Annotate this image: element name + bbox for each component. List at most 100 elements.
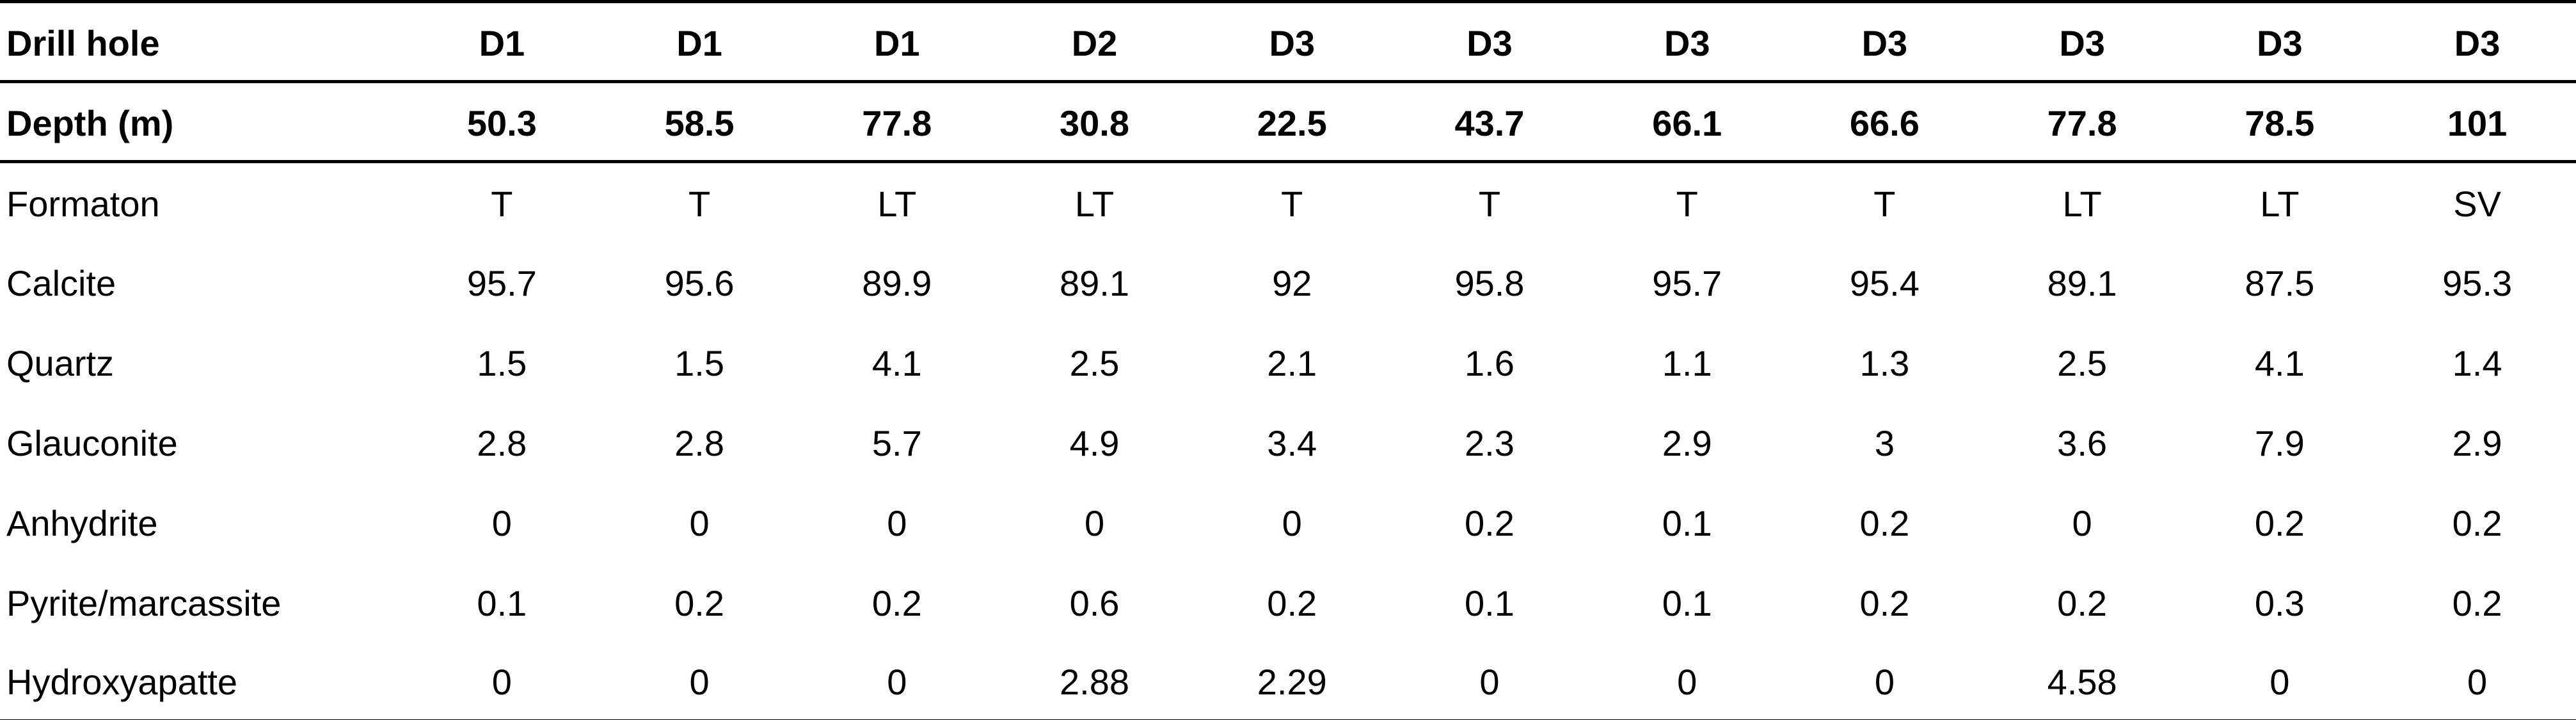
cell: 0.1 bbox=[1465, 583, 1515, 623]
cell: T bbox=[491, 184, 513, 225]
cell: 66.1 bbox=[1588, 81, 1786, 163]
cell: LT bbox=[877, 184, 917, 225]
cell: D1 bbox=[403, 0, 601, 83]
cell: 2.5 bbox=[2057, 343, 2108, 383]
row-label: Drill hole bbox=[0, 0, 403, 83]
cell: 0.2 bbox=[1465, 503, 1515, 543]
cell: D3 bbox=[1786, 0, 1984, 83]
cell: 0.1 bbox=[477, 583, 527, 623]
row-label: Depth (m) bbox=[0, 81, 403, 163]
table-row: Quartz 1.5 1.5 4.1 2.5 2.1 1.6 1.1 1.3 2.5 4.1 1.4 bbox=[0, 322, 2576, 402]
cell: 95.7 bbox=[1652, 263, 1722, 303]
cell: LT bbox=[2260, 184, 2300, 225]
cell: D2 bbox=[996, 0, 1193, 83]
cell: T bbox=[1873, 184, 1896, 225]
cell: 1.5 bbox=[477, 343, 527, 383]
cell: 0.2 bbox=[2452, 503, 2502, 543]
cell: 0 bbox=[403, 641, 601, 720]
cell: 3 bbox=[1874, 423, 1895, 463]
cell: D1 bbox=[600, 0, 799, 83]
cell: 58.5 bbox=[600, 81, 799, 163]
cell: D3 bbox=[1588, 0, 1786, 83]
cell: T bbox=[1281, 184, 1303, 225]
table-row: Drill hole D1 D1 D1 D2 D3 D3 D3 D3 D3 D3 D3 bbox=[0, 0, 2576, 83]
cell: 2.9 bbox=[1662, 423, 1712, 463]
cell: 0.2 bbox=[1267, 583, 1317, 623]
cell: LT bbox=[1074, 184, 1115, 225]
row-label: Calcite bbox=[6, 263, 116, 303]
cell: 0.2 bbox=[674, 583, 724, 623]
cell: 2.8 bbox=[477, 423, 527, 463]
cell: 2.5 bbox=[1069, 343, 1120, 383]
cell: 0 bbox=[2072, 503, 2092, 543]
cell: T bbox=[688, 184, 711, 225]
cell: 0.2 bbox=[2254, 503, 2305, 543]
row-label: Quartz bbox=[6, 343, 115, 383]
cell: 0.2 bbox=[1859, 503, 1910, 543]
cell: 0.6 bbox=[1069, 583, 1120, 623]
cell: 0 bbox=[2181, 641, 2379, 720]
cell: 0 bbox=[1390, 641, 1589, 720]
cell: 43.7 bbox=[1390, 81, 1589, 163]
row-label: Hydroxyapatte bbox=[0, 641, 403, 720]
row-label: Formaton bbox=[6, 184, 160, 225]
row-label: Anhydrite bbox=[6, 503, 158, 543]
cell: 1.1 bbox=[1662, 343, 1712, 383]
cell: 95.8 bbox=[1454, 263, 1525, 303]
cell: 1.5 bbox=[674, 343, 724, 383]
cell: 1.3 bbox=[1859, 343, 1910, 383]
cell: 1.6 bbox=[1465, 343, 1515, 383]
cell: 0 bbox=[491, 503, 512, 543]
cell: 2.9 bbox=[2452, 423, 2502, 463]
cell: 3.6 bbox=[2057, 423, 2108, 463]
cell: 3.4 bbox=[1267, 423, 1317, 463]
cell: 0.1 bbox=[1662, 583, 1712, 623]
cell: 87.5 bbox=[2245, 263, 2315, 303]
table-row: Pyrite/marcassite 0.1 0.2 0.2 0.6 0.2 0.1 0.1 0.… bbox=[0, 562, 2576, 642]
cell: 77.8 bbox=[798, 81, 996, 163]
table-row: Depth (m) 50.3 58.5 77.8 30.8 22.5 43.7 66.1 66.… bbox=[0, 81, 2576, 163]
cell: 0 bbox=[887, 503, 907, 543]
cell: 7.9 bbox=[2254, 423, 2305, 463]
cell: 0 bbox=[1588, 641, 1786, 720]
cell: 0.2 bbox=[871, 583, 922, 623]
cell: 5.7 bbox=[871, 423, 922, 463]
cell: 2.3 bbox=[1465, 423, 1515, 463]
row-label: Pyrite/marcassite bbox=[6, 583, 282, 623]
cell: 0.3 bbox=[2254, 583, 2305, 623]
cell: 0.2 bbox=[1859, 583, 1910, 623]
cell: 0 bbox=[600, 641, 799, 720]
cell: 0 bbox=[1282, 503, 1302, 543]
table-row: Anhydrite 0 0 0 0 0 0.2 0.1 0.2 0 0.2 0.2 bbox=[0, 482, 2576, 562]
cell: 4.1 bbox=[871, 343, 922, 383]
table-row: Formaton T T LT LT T T T T LT LT SV bbox=[0, 162, 2576, 242]
cell: 66.6 bbox=[1786, 81, 1984, 163]
cell: 1.4 bbox=[2452, 343, 2502, 383]
table-row: Calcite 95.7 95.6 89.9 89.1 92 95.8 95.7 95.4 89.… bbox=[0, 242, 2576, 322]
cell: 95.6 bbox=[664, 263, 735, 303]
cell: 4.58 bbox=[1983, 641, 2181, 720]
cell: 77.8 bbox=[1983, 81, 2181, 163]
cell: 0.1 bbox=[1662, 503, 1712, 543]
cell: 2.88 bbox=[996, 641, 1193, 720]
cell: LT bbox=[2062, 184, 2102, 225]
row-label: Glauconite bbox=[6, 423, 178, 463]
cell: 101 bbox=[2378, 81, 2576, 163]
cell: 50.3 bbox=[403, 81, 601, 163]
cell: 4.1 bbox=[2254, 343, 2305, 383]
cell: 89.9 bbox=[862, 263, 932, 303]
cell: 95.3 bbox=[2442, 263, 2513, 303]
cell: D3 bbox=[1390, 0, 1589, 83]
table-row: Glauconite 2.8 2.8 5.7 4.9 3.4 2.3 2.9 3 3.6 7.9 2.… bbox=[0, 402, 2576, 482]
cell: D3 bbox=[2181, 0, 2379, 83]
cell: SV bbox=[2453, 184, 2501, 225]
cell: 95.4 bbox=[1849, 263, 1920, 303]
cell: 78.5 bbox=[2181, 81, 2379, 163]
cell: D3 bbox=[1193, 0, 1391, 83]
table-row: Hydroxyapatte 0 0 0 2.88 2.29 0 0 0 4.58 0 0 bbox=[0, 641, 2576, 720]
cell: 4.9 bbox=[1069, 423, 1120, 463]
cell: D1 bbox=[798, 0, 996, 83]
cell: 22.5 bbox=[1193, 81, 1391, 163]
cell: 0.2 bbox=[2452, 583, 2502, 623]
